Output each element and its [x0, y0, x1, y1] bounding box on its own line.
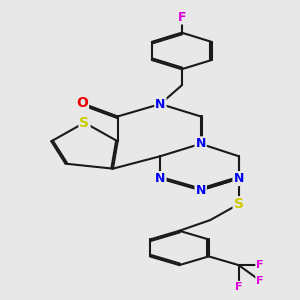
- Text: N: N: [196, 137, 206, 150]
- Text: N: N: [196, 184, 206, 197]
- Text: F: F: [256, 260, 264, 270]
- Text: S: S: [80, 116, 89, 130]
- Text: F: F: [178, 11, 186, 23]
- Text: N: N: [233, 172, 244, 185]
- Text: F: F: [256, 275, 264, 286]
- Text: S: S: [234, 197, 244, 211]
- Text: N: N: [155, 172, 166, 185]
- Text: N: N: [155, 98, 166, 110]
- Text: O: O: [76, 96, 88, 110]
- Text: F: F: [235, 282, 242, 292]
